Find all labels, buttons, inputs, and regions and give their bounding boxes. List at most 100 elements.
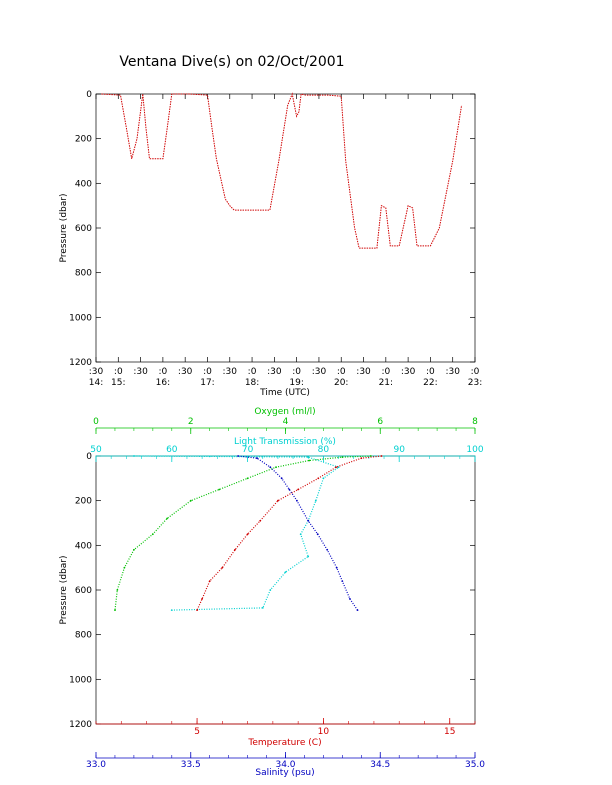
temperature-point [208, 580, 211, 582]
oxygen-point [123, 566, 126, 569]
x-tick-minute-label: :30 [401, 367, 416, 377]
y-tick-label: 1000 [69, 313, 92, 323]
salinity-point [269, 466, 272, 469]
transmission-point [337, 466, 340, 469]
oxygen-axis-label: Oxygen (ml/l) [254, 407, 315, 417]
salinity-point [341, 580, 344, 582]
salinity-point [316, 533, 319, 536]
transmission-tick-label: 100 [466, 445, 483, 455]
salinity-point [335, 566, 338, 569]
x-tick-hour-label: 14: [89, 378, 103, 388]
y-tick-label: 200 [75, 135, 92, 145]
x-tick-minute-label: :30 [356, 367, 371, 377]
oxygen-tick-label: 6 [377, 417, 383, 427]
y-tick-label: 400 [75, 179, 92, 189]
temperature-profile-line [196, 455, 382, 611]
temperature-point [380, 455, 383, 457]
oxygen-tick-label: 0 [93, 417, 99, 427]
x-tick-minute-label: :30 [223, 367, 238, 377]
temperature-point [246, 533, 249, 536]
transmission-tick-label: 80 [318, 445, 330, 455]
temperature-axis-label: Temperature (C) [247, 738, 321, 748]
profile-series [114, 455, 383, 611]
temperature-point [360, 457, 363, 460]
salinity-point [349, 598, 351, 600]
oxygen-point [166, 517, 169, 520]
x-tick-minute-label: :30 [445, 367, 460, 377]
transmission-point [322, 477, 325, 480]
y-tick-label: 600 [75, 586, 92, 596]
oxygen-point [133, 548, 135, 551]
temperature-point [196, 609, 199, 611]
x-tick-hour-label: 22: [423, 378, 437, 388]
x-tick-hour-label: 16: [156, 378, 170, 388]
oxygen-tick-label: 4 [283, 417, 289, 427]
temperature-point [221, 566, 224, 569]
y-tick-label: 1000 [69, 675, 92, 685]
transmission-tick-label: 50 [90, 445, 102, 455]
x-tick-hour-label: 21: [379, 378, 393, 388]
oxygen-point [114, 609, 116, 611]
oxygen-tick-label: 2 [188, 417, 194, 427]
plot-frame-time-series [95, 93, 476, 363]
y-tick-label: 600 [75, 224, 92, 234]
x-tick-minute-label: :0 [203, 367, 212, 377]
y-axis-label: Pressure (dbar) [59, 194, 69, 263]
transmission-point [133, 455, 135, 457]
profile-panel: 0 200 400 600 800 1000 1200 0 2 4 6 8 Oxygen (ml/l)… [59, 407, 485, 778]
temperature-tick-label: 10 [318, 727, 330, 737]
y-tick-label: 1200 [69, 358, 92, 368]
salinity-point [256, 457, 258, 460]
transmission-tick-label: 60 [166, 445, 178, 455]
salinity-profile-line [238, 455, 358, 611]
temperature-point [234, 548, 236, 551]
x-tick-minute-label: :0 [114, 367, 123, 377]
transmission-point [261, 607, 264, 609]
temperature-point [297, 488, 299, 491]
oxygen-point [308, 459, 311, 462]
salinity-tick-label: 34.5 [370, 760, 390, 770]
y-axis-label-profile: Pressure (dbar) [59, 556, 69, 625]
y-tick-label: 800 [75, 631, 92, 641]
oxygen-point [275, 466, 277, 469]
x-tick-minute-label: :30 [89, 367, 104, 377]
oxygen-point [246, 477, 249, 480]
y-tick-label: 400 [75, 541, 92, 551]
x-tick-hour-label: 17: [200, 378, 214, 388]
transmission-point [269, 589, 272, 591]
salinity-tick-label: 34.0 [275, 760, 295, 770]
oxygen-point [189, 499, 192, 502]
x-tick-minute-label: :0 [248, 367, 257, 377]
salinity-point [326, 548, 329, 551]
y-tick-label: 200 [75, 497, 92, 507]
page-title: Ventana Dive(s) on 02/Oct/2001 [119, 54, 344, 70]
x-tick-minute-label: :30 [178, 367, 193, 377]
transmission-point [307, 456, 310, 458]
temperature-point [201, 598, 204, 600]
salinity-point [288, 488, 291, 491]
x-tick-minute-label: :30 [267, 367, 282, 377]
x-tick-minute-label: :30 [133, 367, 148, 377]
transmission-point [299, 533, 302, 536]
dive-track-line [101, 92, 463, 249]
x-tick-minute-label: :0 [426, 367, 435, 377]
transmission-point [208, 455, 211, 458]
x-tick-minute-label: :30 [312, 367, 327, 377]
salinity-point [280, 477, 283, 480]
x-tick-hour-label: 18: [245, 378, 259, 388]
x-tick-hour-label: 19: [289, 378, 303, 388]
transmission-point [284, 571, 287, 573]
transmission-point [307, 555, 310, 558]
temperature-point [259, 519, 262, 522]
salinity-point [296, 499, 298, 502]
x-tick-minute-label: :0 [337, 367, 346, 377]
y-tick-label: 0 [86, 452, 92, 462]
oxygen-point [116, 589, 119, 591]
transmission-axis-label: Light Transmission (%) [234, 437, 336, 447]
y-tick-label: 1200 [69, 720, 92, 730]
x-tick-hour-label: 23: [468, 378, 482, 388]
x-tick-minute-label: :0 [158, 367, 167, 377]
